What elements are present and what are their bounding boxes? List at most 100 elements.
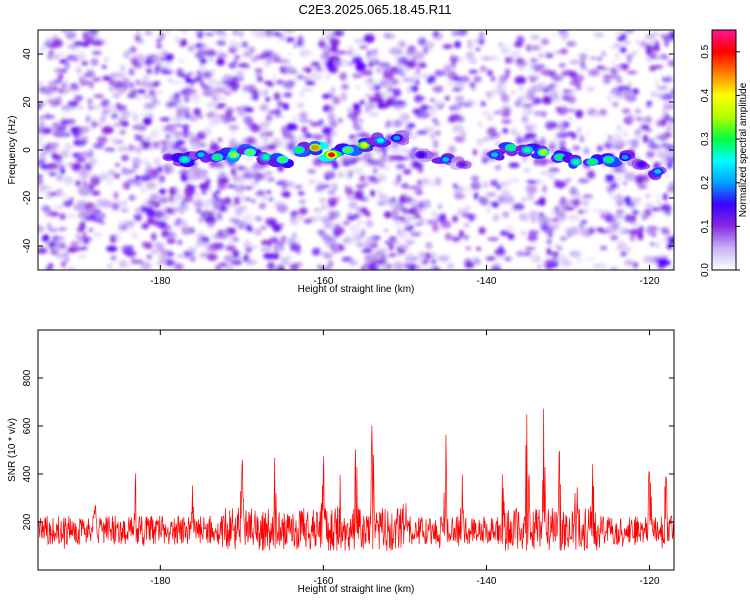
heatmap-cell bbox=[542, 184, 547, 194]
heatmap-cell bbox=[365, 101, 376, 111]
heatmap-cell bbox=[82, 232, 87, 237]
heatmap-cell bbox=[408, 262, 417, 270]
heatmap-cell bbox=[508, 162, 520, 168]
signal-peak bbox=[442, 157, 450, 163]
heatmap-cell bbox=[410, 199, 420, 207]
heatmap-cell bbox=[399, 195, 407, 204]
heatmap-cell bbox=[203, 211, 209, 219]
heatmap-cell bbox=[352, 167, 364, 175]
signal-peak bbox=[295, 147, 303, 153]
heatmap-cell bbox=[485, 256, 497, 261]
heatmap-cell bbox=[493, 261, 503, 265]
heatmap-cell bbox=[233, 196, 241, 206]
heatmap-cell bbox=[117, 224, 128, 231]
heatmap-cell bbox=[604, 141, 613, 150]
heatmap-cell bbox=[305, 80, 316, 86]
heatmap-cell bbox=[351, 156, 363, 162]
heatmap-cell bbox=[472, 256, 480, 263]
heatmap-cell bbox=[373, 167, 378, 175]
heatmap-cell bbox=[461, 212, 472, 218]
heatmap-cell bbox=[568, 199, 574, 205]
heatmap-cell bbox=[170, 132, 182, 141]
heatmap-cell bbox=[537, 82, 546, 91]
heatmap-cell bbox=[370, 189, 376, 197]
signal-peak bbox=[491, 152, 499, 158]
heatmap-cell bbox=[420, 104, 428, 112]
heatmap-cell bbox=[146, 217, 156, 225]
heatmap-cell bbox=[121, 156, 129, 161]
signal-peak bbox=[213, 154, 221, 160]
heatmap-cell bbox=[128, 68, 135, 76]
heatmap-cell bbox=[62, 175, 74, 185]
signal-peak bbox=[637, 162, 645, 167]
heatmap-cell bbox=[554, 205, 560, 213]
heatmap-cell bbox=[485, 91, 494, 97]
heatmap-cell bbox=[383, 73, 395, 80]
heatmap-cell bbox=[406, 123, 416, 129]
heatmap-cell bbox=[358, 45, 368, 49]
x-tick-label: -160 bbox=[313, 276, 333, 287]
heatmap-cell bbox=[663, 100, 671, 109]
heatmap-cell bbox=[98, 220, 106, 225]
heatmap-cell bbox=[241, 41, 248, 49]
heatmap-cell bbox=[134, 134, 140, 141]
heatmap-cell bbox=[527, 67, 533, 72]
heatmap-cell bbox=[639, 183, 644, 187]
heatmap-cell bbox=[478, 38, 485, 45]
heatmap-cell bbox=[174, 122, 182, 127]
heatmap-cell bbox=[183, 94, 190, 103]
heatmap-cell bbox=[454, 135, 466, 143]
heatmap-cell bbox=[501, 112, 511, 118]
heatmap-cell bbox=[653, 31, 660, 36]
heatmap-cell bbox=[265, 96, 271, 102]
heatmap-cell bbox=[180, 174, 187, 182]
heatmap-cell bbox=[179, 89, 188, 96]
heatmap-cell bbox=[274, 108, 282, 117]
heatmap-cell bbox=[395, 164, 406, 170]
heatmap-cell bbox=[640, 118, 647, 123]
heatmap-cell bbox=[38, 81, 44, 86]
heatmap-cell bbox=[358, 119, 363, 123]
heatmap-cell bbox=[159, 175, 165, 183]
heatmap-cell bbox=[134, 53, 146, 63]
heatmap-cell bbox=[341, 83, 349, 90]
heatmap-cell bbox=[168, 78, 173, 83]
heatmap-cell bbox=[127, 47, 133, 55]
heatmap-cell bbox=[221, 116, 227, 124]
heatmap-cell bbox=[481, 56, 493, 61]
heatmap-cell bbox=[38, 247, 48, 254]
heatmap-cell bbox=[65, 30, 77, 40]
heatmap-cell bbox=[268, 110, 276, 114]
heatmap-cell bbox=[80, 168, 89, 175]
heatmap-cell bbox=[243, 115, 253, 125]
heatmap-cell bbox=[452, 183, 458, 188]
heatmap-cell bbox=[592, 208, 603, 212]
heatmap-cell bbox=[621, 89, 633, 99]
heatmap-x-axis: -180 -160 -140 -120 bbox=[150, 30, 660, 287]
heatmap-cell bbox=[646, 225, 658, 230]
heatmap-cell bbox=[171, 80, 184, 84]
heatmap-cell bbox=[583, 47, 590, 52]
heatmap-cell bbox=[285, 36, 295, 43]
heatmap-cell bbox=[533, 157, 539, 166]
heatmap-cell bbox=[56, 52, 67, 57]
heatmap-cell bbox=[55, 188, 63, 197]
heatmap-cell bbox=[244, 197, 250, 201]
heatmap-cell bbox=[75, 233, 82, 240]
heatmap-cell bbox=[441, 213, 446, 223]
heatmap-cell bbox=[52, 38, 63, 48]
heatmap-cell bbox=[118, 115, 128, 122]
heatmap-cell bbox=[521, 196, 527, 203]
heatmap-cell bbox=[62, 108, 72, 114]
heatmap-cell bbox=[530, 123, 538, 131]
heatmap-cell bbox=[46, 99, 58, 104]
heatmap-cell bbox=[213, 87, 222, 96]
heatmap-cell bbox=[205, 71, 211, 80]
heatmap-cell bbox=[572, 252, 580, 259]
heatmap-cell bbox=[356, 127, 365, 134]
heatmap-cell bbox=[414, 78, 420, 86]
heatmap-cell bbox=[81, 42, 90, 48]
heatmap-cell bbox=[429, 131, 436, 140]
heatmap-cell bbox=[502, 127, 509, 134]
heatmap-cell bbox=[177, 239, 182, 246]
